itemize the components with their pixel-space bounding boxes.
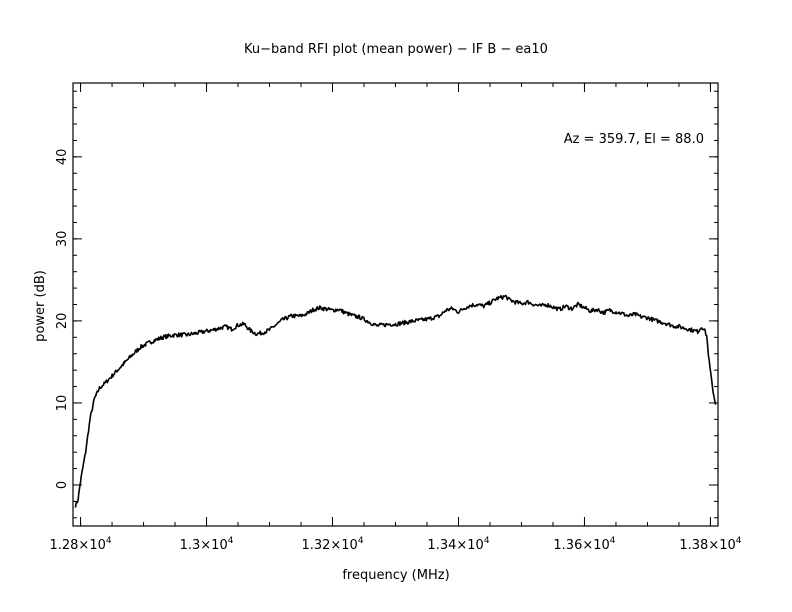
tick-labels: 1.28×104 1.3×104 1.32×104 1.34×104 1.36×104 1… — [49, 149, 741, 553]
y-tick-label: 10 — [55, 395, 70, 412]
x-axis-label: frequency (MHz) — [342, 568, 449, 583]
y-tick-label: 40 — [55, 149, 70, 166]
y-axis-label: power (dB) — [33, 270, 48, 342]
x-tick-label: 1.36×104 — [553, 536, 615, 553]
y-tick-label: 30 — [55, 231, 70, 248]
x-tick-label: 1.38×104 — [679, 536, 741, 553]
x-tick-label: 1.34×104 — [427, 536, 489, 553]
x-tick-label: 1.3×104 — [180, 536, 234, 553]
y-tick-label: 0 — [55, 481, 70, 489]
az-el-annotation: Az = 359.7, El = 88.0 — [564, 132, 704, 147]
plot-frame — [72, 82, 719, 527]
power-series-line — [74, 294, 717, 508]
axis-ticks — [73, 83, 718, 526]
x-tick-label: 1.32×104 — [301, 536, 363, 553]
x-tick-label: 1.28×104 — [49, 536, 111, 553]
chart-title: Ku−band RFI plot (mean power) − IF B − e… — [244, 42, 548, 57]
y-tick-label: 20 — [55, 313, 70, 330]
